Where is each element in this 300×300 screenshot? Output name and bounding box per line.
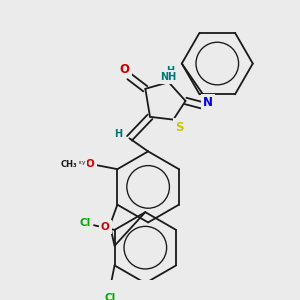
Text: H: H bbox=[114, 129, 122, 139]
Text: NH: NH bbox=[160, 72, 177, 82]
Text: O: O bbox=[86, 160, 94, 170]
Text: O: O bbox=[120, 63, 130, 76]
Text: O: O bbox=[101, 222, 110, 232]
Text: N: N bbox=[203, 96, 213, 109]
Text: methoxy: methoxy bbox=[59, 160, 86, 165]
Text: Cl: Cl bbox=[104, 293, 116, 300]
Text: CH₃: CH₃ bbox=[61, 160, 77, 169]
Text: Cl: Cl bbox=[79, 218, 90, 228]
Text: H: H bbox=[167, 66, 175, 76]
Text: S: S bbox=[175, 121, 183, 134]
